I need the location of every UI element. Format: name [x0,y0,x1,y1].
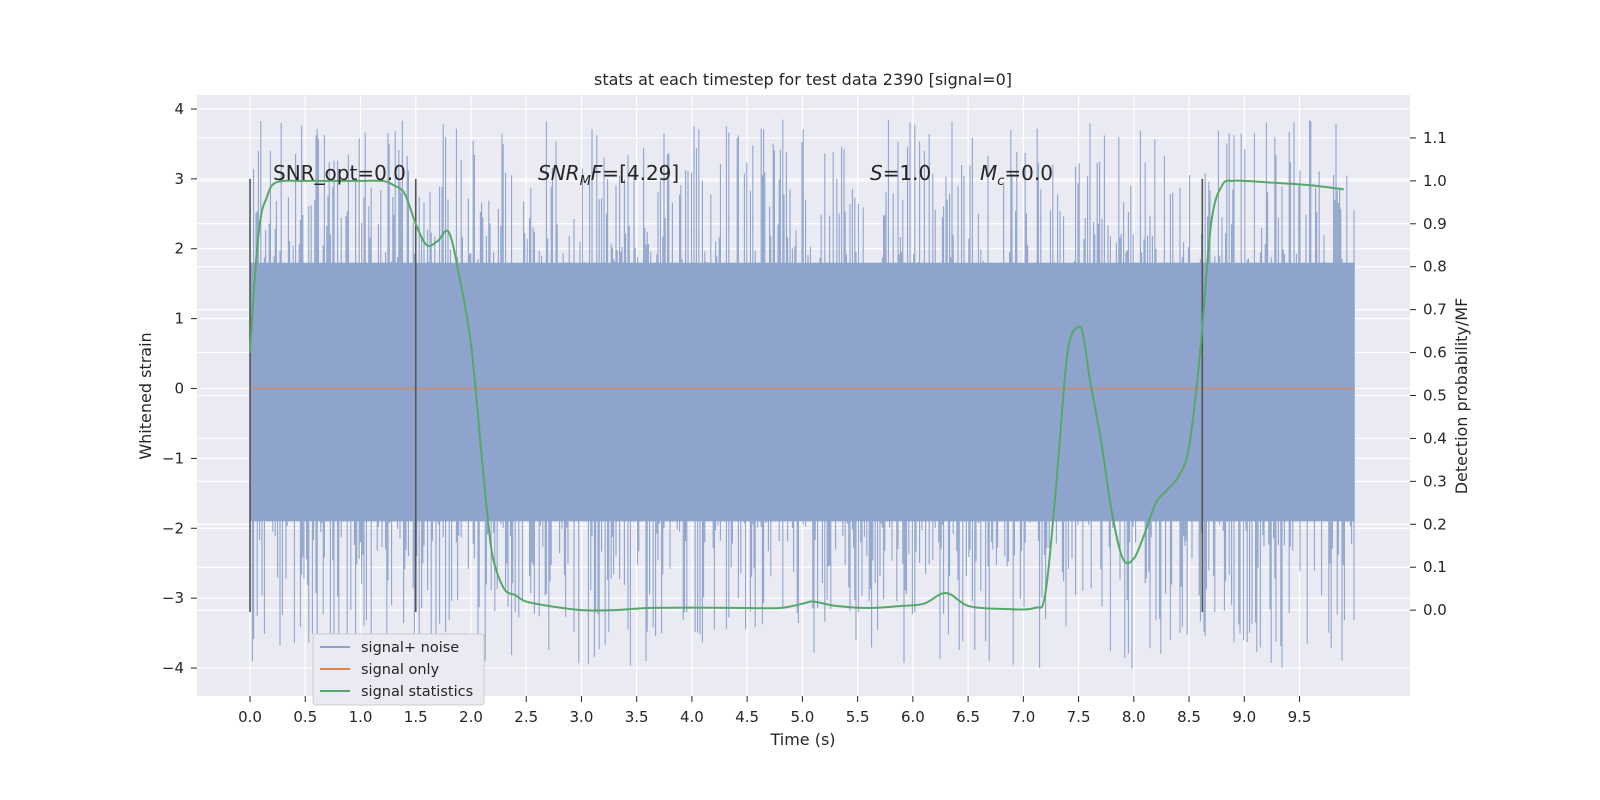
signal-noise-series [249,119,1355,669]
x-tick-label: 9.5 [1288,708,1312,726]
legend-box [312,633,485,706]
y2-tick-label: 0.9 [1423,215,1447,233]
y-tick-label: −2 [162,519,184,537]
x-tick-label: 1.5 [404,708,428,726]
y2-tick-label: 0.5 [1423,387,1447,405]
y2-tick-label: 0.2 [1423,515,1447,533]
x-tick-label: 3.0 [570,708,594,726]
event-marker-lines [249,178,1204,613]
legend-label-signal-only: signal only [361,662,440,678]
y2-tick-label: 0.6 [1423,344,1447,362]
snr-mf-annotation: SNRMF=[4.29] [538,161,679,189]
x-tick-label: 3.5 [625,708,649,726]
x-tick-label: 5.5 [846,708,870,726]
x-tick-label: 1.0 [349,708,373,726]
s-value: =1.0 [883,161,932,185]
x-axis-ticks: 0.0 0.5 1.0 1.5 2.0 2.5 3.0 3.5 4.0 4.5 5.0 5.5 6.0 6… [238,696,1311,726]
y2-axis-label: Detection probability/MF [1452,298,1471,495]
y-tick-label: 2 [174,240,184,258]
snr-opt-annotation: SNR_opt=0.0 [273,161,406,185]
x-tick-label: 0.5 [293,708,317,726]
y-tick-label: 0 [174,380,184,398]
x-tick-label: 6.0 [901,708,925,726]
x-axis-label: Time (s) [769,730,835,749]
x-tick-label: 5.0 [790,708,814,726]
x-tick-label: 0.0 [238,708,262,726]
y2-axis-ticks: 1.1 1.0 0.9 0.8 0.7 0.6 0.5 0.4 0.3 0.2 0.1 0.0 [1410,129,1447,619]
y2-tick-label: 1.1 [1423,129,1447,147]
y-axis-label: Whitened strain [136,332,155,459]
x-tick-label: 4.0 [680,708,704,726]
y-tick-label: 4 [174,100,184,118]
y-tick-label: −3 [162,589,184,607]
s-annotation: S=1.0 [870,161,931,185]
legend: signal+ noise signal only signal statist… [312,633,485,706]
chart-title: stats at each timestep for test data 239… [594,70,1012,89]
y2-tick-label: 0.0 [1423,601,1447,619]
x-tick-label: 4.5 [735,708,759,726]
mc-value: =0.0 [1004,161,1053,185]
x-tick-label: 9.0 [1232,708,1256,726]
y-tick-label: 1 [174,310,184,328]
x-tick-label: 7.5 [1067,708,1091,726]
x-tick-label: 6.5 [956,708,980,726]
mc-annotation: Mc=0.0 [980,161,1053,189]
y2-tick-label: 0.8 [1423,258,1447,276]
x-tick-label: 2.5 [514,708,538,726]
x-tick-label: 8.0 [1122,708,1146,726]
y-tick-label: −1 [162,449,184,467]
y2-tick-label: 0.1 [1423,558,1447,576]
y2-tick-label: 0.3 [1423,472,1447,490]
y2-tick-label: 1.0 [1423,172,1447,190]
signal-statistics-line [249,179,1344,612]
y2-tick-label: 0.4 [1423,429,1447,447]
x-tick-label: 2.0 [459,708,483,726]
y-axis-ticks: 4 3 2 1 0 −1 −2 −3 −4 [162,100,197,677]
y-tick-label: 3 [174,170,184,188]
y2-tick-label: 0.7 [1423,301,1447,319]
legend-label-noise: signal+ noise [361,640,459,656]
x-tick-label: 7.0 [1011,708,1035,726]
legend-label-statistics: signal statistics [361,684,473,700]
y-tick-label: −4 [162,659,184,677]
x-tick-label: 8.5 [1177,708,1201,726]
snr-mf-value: [4.29] [619,161,679,185]
